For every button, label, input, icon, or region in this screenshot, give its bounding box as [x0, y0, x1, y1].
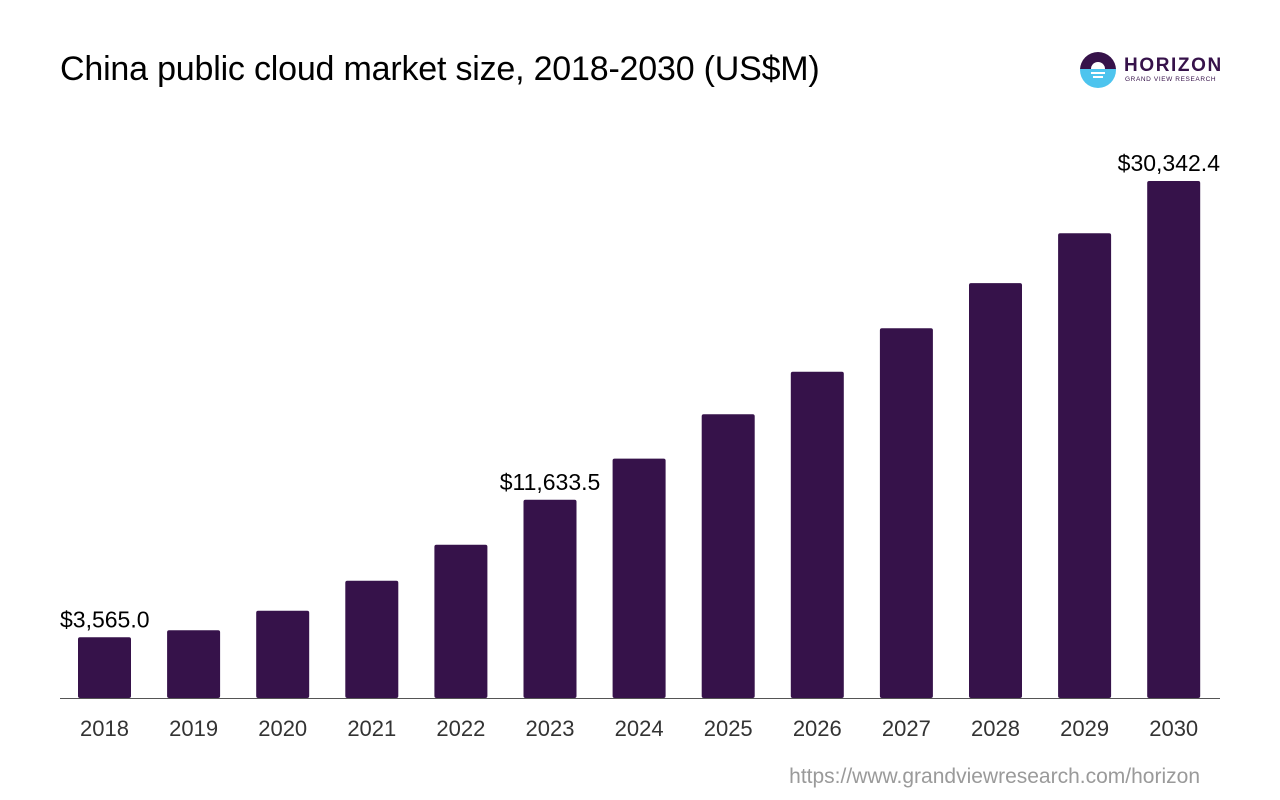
bar-2027	[879, 328, 933, 698]
x-tick-2028: 2028	[971, 716, 1020, 741]
chart-title: China public cloud market size, 2018-203…	[60, 50, 820, 88]
bar-2024	[612, 458, 666, 698]
logo-wordmark: HORIZON	[1124, 55, 1223, 76]
source-url[interactable]: https://www.grandviewresearch.com/horizo…	[789, 765, 1200, 788]
bar-2020	[256, 610, 310, 698]
x-tick-2027: 2027	[882, 716, 931, 741]
horizon-logo[interactable]: HORIZON GRAND VIEW RESEARCH	[1080, 52, 1230, 92]
bar-2019	[167, 630, 221, 698]
data-label-2030: $30,342.4	[1118, 150, 1221, 176]
bar-2026	[790, 371, 844, 698]
bar-2030	[1147, 181, 1201, 698]
bar-2029	[1058, 233, 1112, 698]
x-tick-2025: 2025	[704, 716, 753, 741]
bar-2021	[345, 580, 399, 698]
x-tick-2029: 2029	[1060, 716, 1109, 741]
x-tick-2018: 2018	[80, 716, 129, 741]
bar-2025	[701, 414, 755, 698]
horizon-sunrise-logo-icon	[1080, 52, 1116, 88]
x-tick-2030: 2030	[1149, 716, 1198, 741]
x-tick-2023: 2023	[526, 716, 575, 741]
x-tick-2022: 2022	[436, 716, 485, 741]
data-label-2023: $11,633.5	[500, 469, 601, 495]
bar-2022	[434, 544, 488, 698]
x-tick-2020: 2020	[258, 716, 307, 741]
logo-tagline: GRAND VIEW RESEARCH	[1125, 76, 1217, 83]
x-tick-2019: 2019	[169, 716, 218, 741]
x-tick-2024: 2024	[615, 716, 664, 741]
x-tick-2026: 2026	[793, 716, 842, 741]
x-tick-2021: 2021	[347, 716, 396, 741]
bar-2028	[969, 283, 1022, 698]
data-label-2018: $3,565.0	[60, 606, 150, 632]
bar-2018	[78, 637, 131, 698]
bar-2023	[523, 499, 577, 698]
